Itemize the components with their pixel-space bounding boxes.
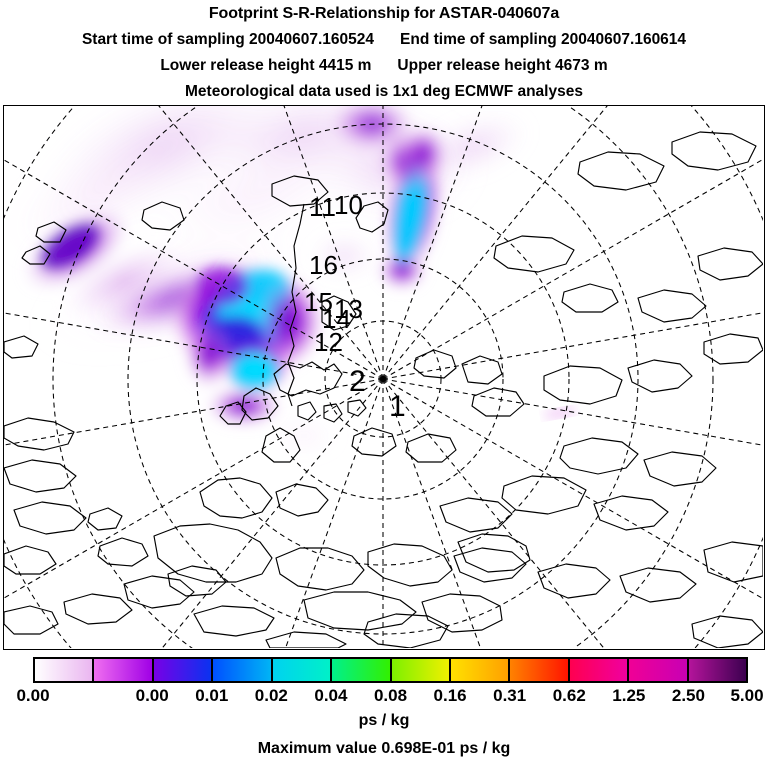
colorbar-tick-6: 0.16 <box>433 686 467 705</box>
svg-text:16: 16 <box>309 250 338 280</box>
primary-hotspot <box>169 261 325 428</box>
colorbar-tick-2: 0.01 <box>195 686 229 705</box>
colorbar-segment-1 <box>94 659 154 681</box>
colorbar-segment-7 <box>450 659 511 681</box>
release-height-line: Lower release height 4415 m Upper release… <box>0 57 768 75</box>
lower-release-label: Lower release height 4415 m <box>160 57 372 74</box>
colorbar-gradient <box>33 657 748 683</box>
sampling-time-line: Start time of sampling 20040607.160524 En… <box>0 31 768 49</box>
end-time-label: End time of sampling 20040607.160614 <box>400 31 687 48</box>
maximum-value-label: Maximum value 0.698E-01 ps / kg <box>257 740 511 757</box>
page-title: Footprint S-R-Relationship for ASTAR-040… <box>208 5 560 22</box>
svg-text:10: 10 <box>334 190 363 220</box>
colorbar-tick-8: 0.62 <box>552 686 586 705</box>
colorbar-tick-11: 5.00 <box>730 686 764 705</box>
colorbar-unit-label: ps / kg <box>358 712 410 729</box>
colorbar-tick-10: 2.50 <box>671 686 705 705</box>
colorbar-segment-4 <box>272 659 333 681</box>
colorbar-segment-5 <box>332 659 392 681</box>
colorbar-segment-3 <box>213 659 273 681</box>
graticule <box>4 106 763 648</box>
colorbar-segment-8 <box>510 659 570 681</box>
colorbar-segment-10 <box>629 659 689 681</box>
colorbar-segment-0 <box>35 659 95 681</box>
faint-eastern-trace <box>543 407 577 419</box>
meridian-labels: 11 10 16 15 14 13 12 <box>304 190 363 357</box>
upper-release-label: Upper release height 4673 m <box>397 57 608 74</box>
svg-text:2: 2 <box>349 365 366 398</box>
pole-labels: 2 1 <box>349 365 406 423</box>
colorbar-tick-4: 0.04 <box>314 686 348 705</box>
svg-text:12: 12 <box>314 327 343 357</box>
colorbar-segment-2 <box>153 659 214 681</box>
coastlines <box>4 131 763 648</box>
met-data-label: Meteorological data used is 1x1 deg ECMW… <box>185 83 583 100</box>
map-plot-area: 11 10 16 15 14 13 12 2 1 <box>3 105 765 650</box>
colorbar-tick-9: 1.25 <box>612 686 646 705</box>
colorbar-segment-11 <box>688 659 747 681</box>
colorbar-tick-0: 0.00 <box>16 686 50 705</box>
colorbar-tick-7: 0.31 <box>493 686 527 705</box>
colorbar-segment-6 <box>391 659 451 681</box>
colorbar-tick-1: 0.00 <box>135 686 169 705</box>
svg-text:1: 1 <box>389 390 406 423</box>
start-time-label: Start time of sampling 20040607.160524 <box>81 31 375 48</box>
footprint-map: 11 10 16 15 14 13 12 2 1 <box>4 106 763 648</box>
colorbar-tick-labels: 0.00 0.00 0.01 0.02 0.04 0.08 0.16 0.31 0.62 1.25… <box>0 686 768 708</box>
svg-text:15: 15 <box>304 287 333 317</box>
colorbar-tick-3: 0.02 <box>254 686 288 705</box>
colorbar-segment-9 <box>569 659 630 681</box>
svg-text:13: 13 <box>334 294 363 324</box>
colorbar <box>33 657 748 683</box>
colorbar-tick-5: 0.08 <box>373 686 408 705</box>
